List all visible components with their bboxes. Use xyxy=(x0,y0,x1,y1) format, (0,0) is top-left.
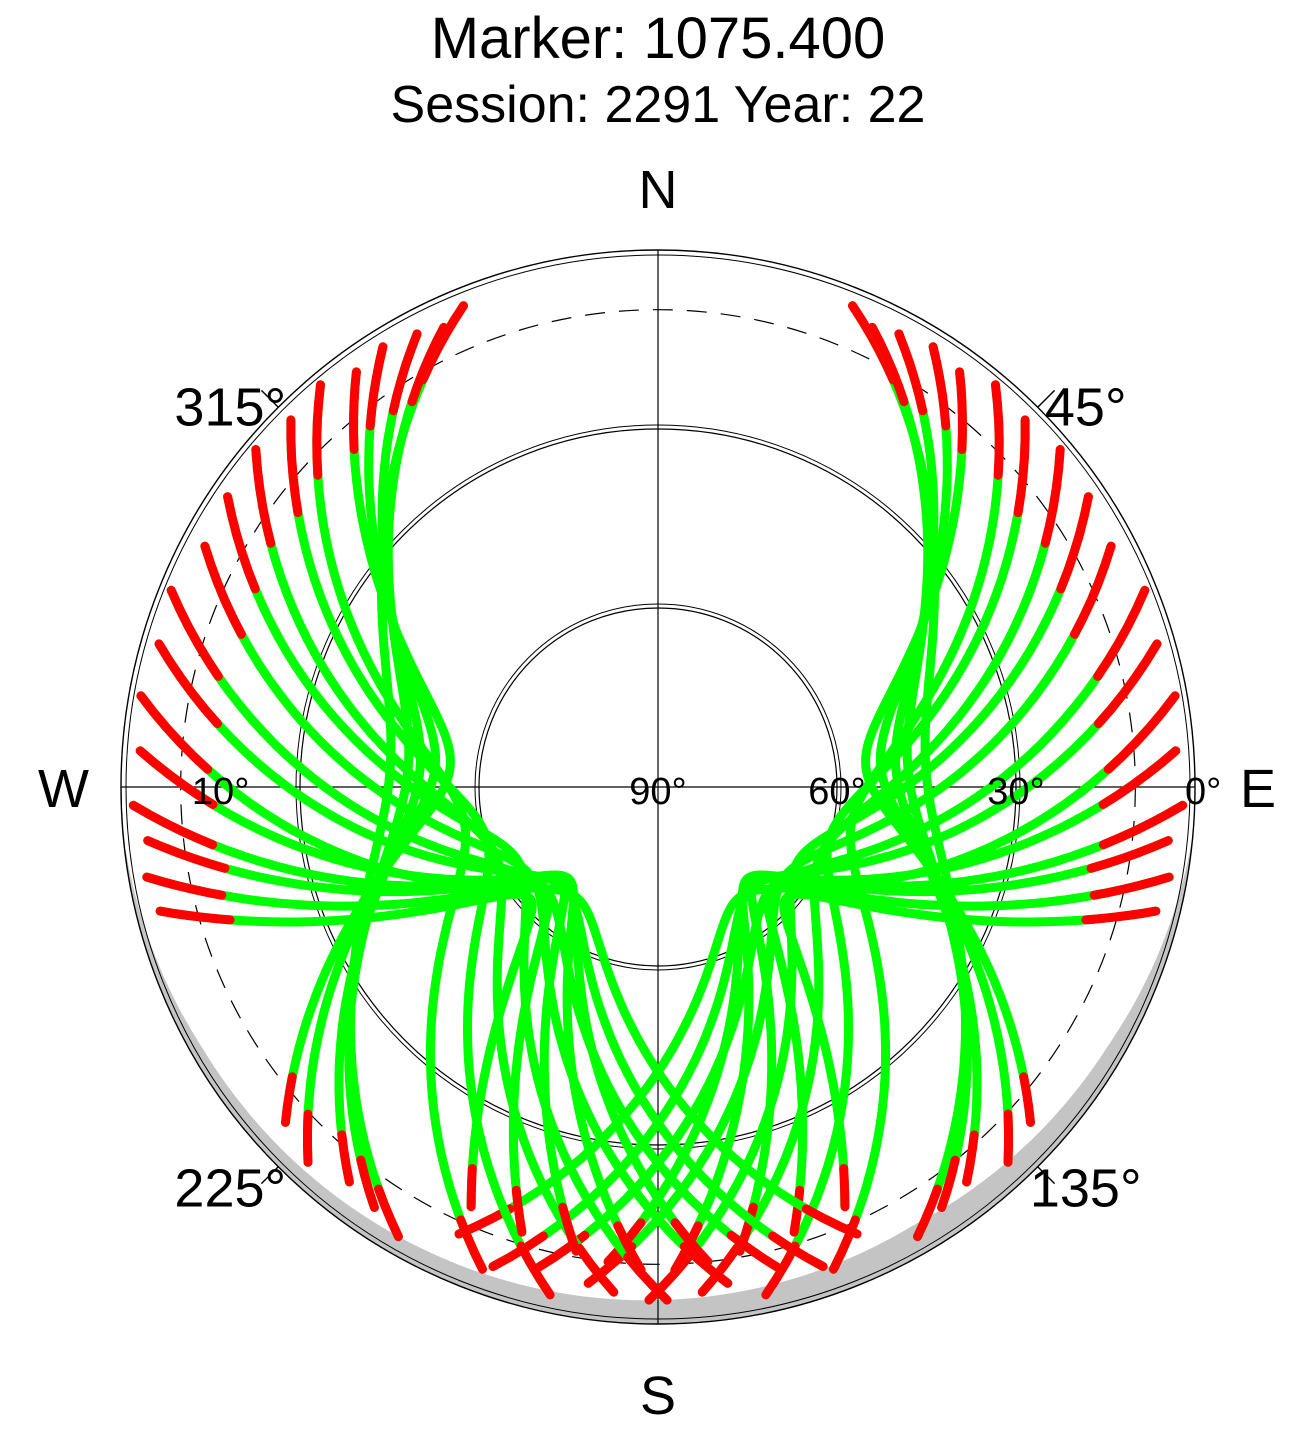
low-quality-start-20 xyxy=(388,329,422,416)
low-quality-start-7 xyxy=(1040,445,1065,548)
satellite-track-16 xyxy=(762,872,1174,1237)
satellite-track-22 xyxy=(281,367,455,1127)
low-quality-start-31 xyxy=(135,746,218,809)
elevation-label-30: 30° xyxy=(987,771,1044,813)
chart-title: Marker: 1075.400 xyxy=(431,6,886,71)
low-quality-start-19 xyxy=(407,322,449,407)
low-quality-start-13 xyxy=(1098,746,1181,809)
low-quality-start-16 xyxy=(1089,872,1174,900)
low-quality-start-8 xyxy=(1056,492,1093,594)
low-quality-end-2 xyxy=(962,1130,979,1187)
elevation-label-60: 60° xyxy=(808,771,865,813)
elevation-label-0: 0° xyxy=(1185,771,1221,813)
low-quality-end-11 xyxy=(488,1231,548,1271)
low-quality-start-5 xyxy=(991,380,1004,480)
elevation-label-10: 10° xyxy=(192,771,249,813)
satellite-track-4 xyxy=(861,367,1035,1127)
satellite-track-34 xyxy=(142,872,554,1237)
elevation-label-90: 90° xyxy=(629,771,686,813)
low-quality-start-2 xyxy=(894,329,928,416)
low-quality-end-3 xyxy=(1003,1109,1013,1167)
satellite-track-33 xyxy=(143,836,581,1256)
low-quality-end-32 xyxy=(613,1221,646,1275)
direction-label-north: N xyxy=(639,160,678,220)
low-quality-end-16 xyxy=(789,1185,805,1237)
low-quality-start-14 xyxy=(1098,800,1188,850)
direction-label-south: S xyxy=(640,1366,676,1426)
low-quality-end-23 xyxy=(456,1215,487,1274)
satellite-track-35 xyxy=(155,889,537,1212)
low-quality-end-17 xyxy=(839,1164,850,1212)
azimuth-label-315: 315° xyxy=(174,377,286,437)
low-quality-start-6 xyxy=(1013,415,1030,518)
low-quality-end-7 xyxy=(697,1243,742,1297)
azimuth-tick-45 xyxy=(1037,389,1056,408)
direction-label-east: E xyxy=(1240,759,1276,819)
low-quality-end-30 xyxy=(801,1204,862,1239)
low-quality-end-35 xyxy=(466,1164,477,1212)
direction-label-west: W xyxy=(38,759,89,819)
low-quality-end-1 xyxy=(937,1155,960,1212)
satellite-track-17 xyxy=(779,889,1161,1212)
low-quality-start-1 xyxy=(867,322,909,407)
low-quality-end-25 xyxy=(574,1243,619,1297)
satellite-tracks xyxy=(128,301,1188,1305)
low-quality-start-30 xyxy=(136,691,213,774)
low-quality-end-20 xyxy=(337,1130,354,1187)
low-quality-start-24 xyxy=(286,415,303,518)
low-quality-start-27 xyxy=(200,541,246,639)
azimuth-tick-315 xyxy=(260,389,279,408)
low-quality-end-6 xyxy=(761,1241,800,1300)
low-quality-end-31 xyxy=(670,1218,713,1267)
low-quality-end-19 xyxy=(356,1155,379,1212)
low-quality-end-21 xyxy=(303,1109,313,1167)
satellite-track-20 xyxy=(334,329,425,1187)
low-quality-start-26 xyxy=(223,492,260,594)
azimuth-tick-135 xyxy=(1037,1166,1056,1185)
low-quality-start-11 xyxy=(1094,639,1162,729)
satellite-track-14 xyxy=(670,800,1188,1275)
axis-labels: N S E W 315° 45° 225° 135° 10° 90° 60° 30° 0° xyxy=(38,160,1276,1426)
low-quality-start-34 xyxy=(142,872,227,900)
low-quality-start-3 xyxy=(928,342,951,431)
satellite-track-2 xyxy=(891,329,982,1187)
low-quality-start-21 xyxy=(365,342,388,431)
low-quality-start-25 xyxy=(251,445,276,548)
chart-subtitle: Session: 2291 Year: 22 xyxy=(391,76,926,134)
low-quality-end-24 xyxy=(516,1241,555,1300)
satellite-track-32 xyxy=(128,800,646,1275)
low-quality-end-29 xyxy=(768,1231,828,1271)
low-quality-end-22 xyxy=(281,1072,297,1127)
low-quality-start-12 xyxy=(1103,691,1180,774)
satellite-track-15 xyxy=(735,836,1173,1256)
low-quality-start-15 xyxy=(1086,836,1173,873)
low-quality-start-33 xyxy=(143,836,230,873)
low-quality-end-28 xyxy=(726,1230,783,1272)
azimuth-label-225: 225° xyxy=(174,1159,286,1219)
low-quality-start-17 xyxy=(1081,906,1161,925)
low-quality-start-35 xyxy=(155,906,235,925)
azimuth-label-45: 45° xyxy=(1045,377,1127,437)
low-quality-end-33 xyxy=(558,1202,581,1256)
low-quality-end-0 xyxy=(913,1184,942,1242)
low-quality-start-28 xyxy=(166,585,223,681)
low-quality-start-29 xyxy=(154,639,222,729)
low-quality-end-18 xyxy=(374,1184,403,1242)
low-quality-end-34 xyxy=(511,1185,527,1237)
azimuth-tick-225 xyxy=(260,1166,279,1185)
azimuth-label-135: 135° xyxy=(1030,1159,1142,1219)
low-quality-start-23 xyxy=(312,380,325,480)
low-quality-start-32 xyxy=(128,800,218,850)
low-quality-start-9 xyxy=(1070,541,1116,639)
low-quality-end-4 xyxy=(1019,1072,1035,1127)
low-quality-start-10 xyxy=(1093,585,1150,681)
low-quality-start-22 xyxy=(349,367,361,454)
low-quality-start-4 xyxy=(955,367,967,454)
